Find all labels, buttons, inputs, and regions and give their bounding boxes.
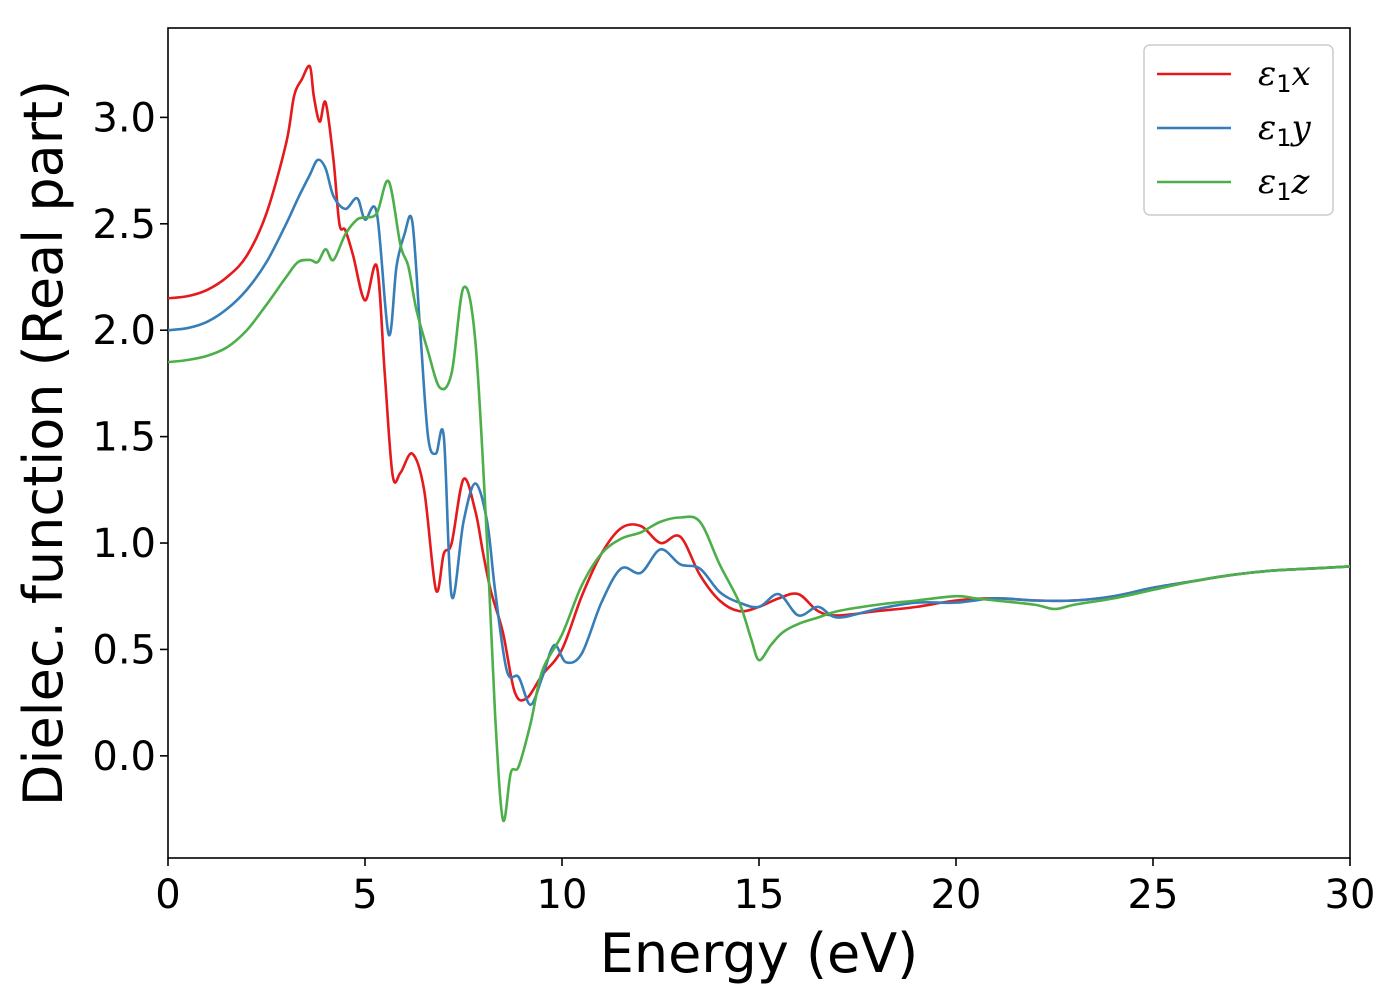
x-tick-label: 15 (734, 872, 785, 918)
legend: ε1x ε1y ε1z (1143, 44, 1334, 216)
legend-label-z: ε1z (1258, 162, 1311, 206)
x-tick-label: 30 (1325, 872, 1376, 918)
series-line-z (167, 179, 1351, 823)
y-tick-label: 3.0 (92, 95, 156, 141)
x-axis-title: Energy (eV) (600, 922, 919, 985)
x-tick-label: 25 (1128, 872, 1179, 918)
legend-label-x: ε1x (1258, 54, 1311, 98)
series-line-x (167, 64, 1351, 702)
series-layer (167, 64, 1351, 823)
x-axis-ticks: 0 5 10 15 20 25 30 (155, 858, 1375, 918)
y-tick-label: 1.0 (92, 521, 156, 567)
y-tick-label: 2.0 (92, 308, 156, 354)
y-tick-label: 0.5 (92, 627, 156, 673)
y-tick-label: 2.5 (92, 202, 156, 248)
y-tick-label: 1.5 (92, 415, 156, 461)
x-tick-label: 0 (155, 872, 180, 918)
series-line-y (167, 158, 1351, 707)
x-tick-label: 10 (537, 872, 588, 918)
x-tick-label: 20 (931, 872, 982, 918)
y-axis-title: Dielec. function (Real part) (12, 80, 75, 806)
y-axis-ticks: 0.0 0.5 1.0 1.5 2.0 2.5 3.0 (92, 95, 168, 780)
x-tick-label: 5 (352, 872, 377, 918)
y-tick-label: 0.0 (92, 734, 156, 780)
legend-label-y: ε1y (1258, 108, 1312, 152)
legend-box (1143, 44, 1334, 216)
